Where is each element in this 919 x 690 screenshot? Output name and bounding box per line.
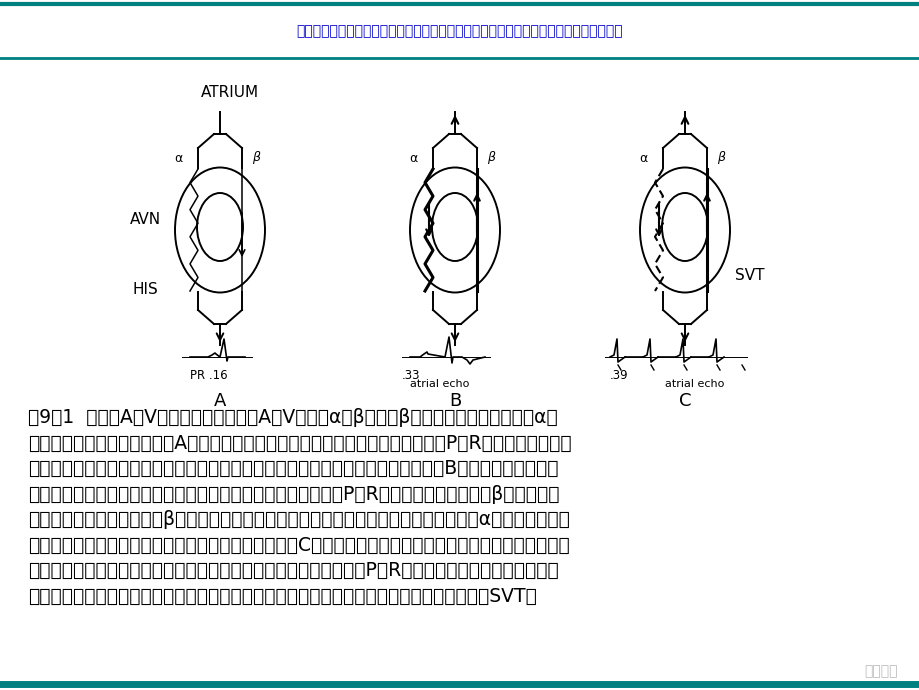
Text: atrial echo: atrial echo bbox=[410, 379, 470, 389]
Text: B: B bbox=[448, 392, 460, 410]
Ellipse shape bbox=[432, 193, 478, 261]
Text: 在快通道而经慢通道传导，除极希氏速和心室。产生一个较长的P－R间期。由于传导缓慢，β通道有时间: 在快通道而经慢通道传导，除极希氏速和心室。产生一个较长的P－R间期。由于传导缓慢… bbox=[28, 484, 559, 504]
Text: 文档仅供参考，不能作为科学依据，请勿模仿；如有不当之处，请联系网站或本人删除。: 文档仅供参考，不能作为科学依据，请勿模仿；如有不当之处，请联系网站或本人删除。 bbox=[296, 24, 623, 38]
Text: 精彩精品: 精彩精品 bbox=[864, 664, 897, 678]
Text: C: C bbox=[678, 392, 690, 410]
Text: SVT: SVT bbox=[734, 268, 764, 282]
Text: ATRIUM: ATRIUM bbox=[200, 85, 259, 100]
Text: 道传导慢，不应期相对较短。A：窦性心律时，激动从快通道传导，产生一个正常的P－R间期。激动也同时: 道传导慢，不应期相对较短。A：窦性心律时，激动从快通道传导，产生一个正常的P－R… bbox=[28, 433, 571, 453]
Text: β: β bbox=[252, 152, 260, 164]
Text: α: α bbox=[408, 152, 416, 164]
Text: 有恢复应激，故仅产生一个回波。激动在慢通道受阻。C：一个更加提前的早搏，也在快通道发生阻滞。但此: 有恢复应激，故仅产生一个回波。激动在慢通道受阻。C：一个更加提前的早搏，也在快通… bbox=[28, 535, 569, 555]
Ellipse shape bbox=[410, 168, 499, 293]
Text: atrial echo: atrial echo bbox=[664, 379, 724, 389]
Text: PR .16: PR .16 bbox=[190, 369, 227, 382]
Text: α: α bbox=[174, 152, 182, 164]
Text: 时激动在除极希氏速和心室上之前。传导更加缓慢，产生一个更长的P－R间期。由于传导进一步延缓，不: 时激动在除极希氏速和心室上之前。传导更加缓慢，产生一个更长的P－R间期。由于传导… bbox=[28, 561, 558, 580]
Ellipse shape bbox=[662, 193, 708, 261]
Text: 恢复应激，激动逆向性进入β通道回到心房，产生一个房性回波（箭头所指）。激动再回到α通道，由于它没: 恢复应激，激动逆向性进入β通道回到心房，产生一个房性回波（箭头所指）。激动再回到… bbox=[28, 510, 569, 529]
Ellipse shape bbox=[640, 168, 729, 293]
Text: β: β bbox=[716, 152, 724, 164]
Text: β: β bbox=[486, 152, 494, 164]
Ellipse shape bbox=[175, 168, 265, 293]
Text: 图9－1  典型的A－V结折返的机制。图示A－V结分为α和β通道。β通道传导快，不应期长；α通: 图9－1 典型的A－V结折返的机制。图示A－V结分为α和β通道。β通道传导快，不… bbox=[28, 408, 557, 427]
Text: 仅快通道有时间恢复应激，产生单个回波，而且慢通道也能恢复以允许重复的顺向折返，导致SVT。: 仅快通道有时间恢复应激，产生单个回波，而且慢通道也能恢复以允许重复的顺向折返，导… bbox=[28, 586, 537, 606]
Text: .39: .39 bbox=[609, 369, 628, 382]
Ellipse shape bbox=[197, 193, 243, 261]
Text: A: A bbox=[213, 392, 226, 410]
Text: HIS: HIS bbox=[132, 282, 158, 297]
Text: 向慢通道传导。由于它遇到从快通道传导激动的不应期，故不能传向希氏束和心室。B：一个房性早搏阻滞: 向慢通道传导。由于它遇到从快通道传导激动的不应期，故不能传向希氏束和心室。B：一… bbox=[28, 459, 558, 478]
Text: AVN: AVN bbox=[130, 213, 161, 228]
Text: α: α bbox=[638, 152, 646, 164]
Text: .33: .33 bbox=[402, 369, 420, 382]
